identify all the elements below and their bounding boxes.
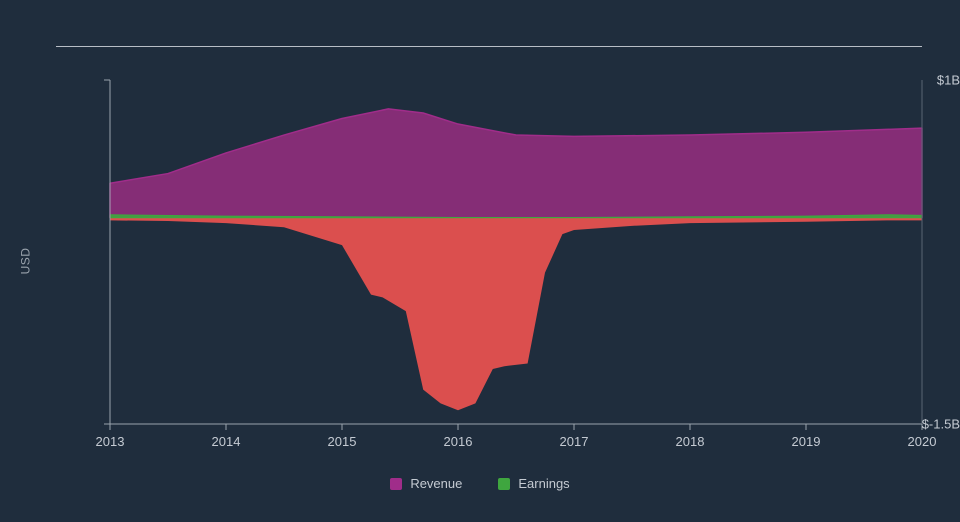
x-tick-label: 2013 [96,434,125,449]
legend-swatch [498,478,510,490]
x-tick-label: 2020 [908,434,937,449]
legend-swatch [390,478,402,490]
x-tick-label: 2015 [328,434,357,449]
x-tick-label: 2017 [560,434,589,449]
x-tick-label: 2016 [444,434,473,449]
legend-item: Earnings [498,476,569,491]
x-tick-label: 2014 [212,434,241,449]
x-tick-label: 2019 [792,434,821,449]
legend-label: Earnings [518,476,569,491]
legend-label: Revenue [410,476,462,491]
area-chart: USD $1B$-1.5B 20132014201520162017201820… [0,0,960,522]
x-tick-label: 2018 [676,434,705,449]
legend-item: Revenue [390,476,462,491]
y-tick-label: $-1.5B [862,417,960,432]
y-tick-label: $1B [862,73,960,88]
legend: Revenue Earnings [0,476,960,491]
